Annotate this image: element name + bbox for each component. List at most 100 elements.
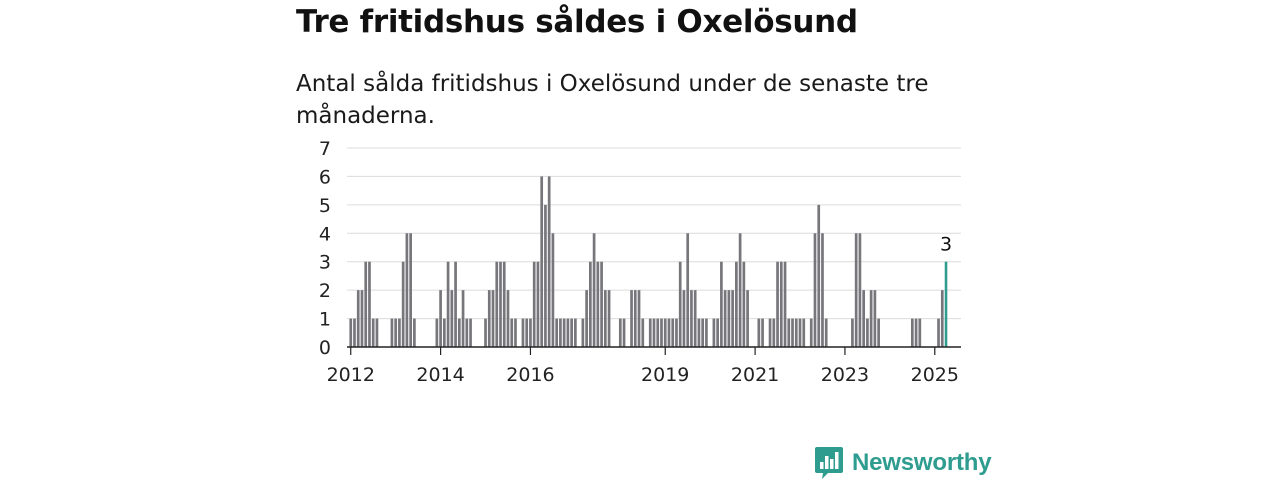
bar <box>783 261 787 347</box>
y-axis-tick-labels: 0 1 2 3 4 5 6 7 <box>319 138 331 359</box>
bar <box>648 318 652 347</box>
bar <box>738 233 742 347</box>
bar <box>817 204 821 347</box>
bar <box>712 318 716 347</box>
bar <box>727 290 731 347</box>
bar <box>559 318 562 347</box>
bar <box>768 318 772 347</box>
bar <box>540 176 544 347</box>
bar <box>858 233 862 347</box>
bar <box>742 261 746 347</box>
y-tick-label: 3 <box>319 252 331 274</box>
bar <box>851 318 854 347</box>
bar <box>401 261 405 347</box>
bar <box>469 318 472 347</box>
y-tick-label: 6 <box>319 166 331 188</box>
bar <box>918 318 922 347</box>
bar <box>877 318 880 347</box>
bar <box>495 261 499 347</box>
bar <box>398 318 401 347</box>
bar <box>607 290 611 347</box>
bar <box>682 290 686 347</box>
bar <box>461 290 465 347</box>
bar <box>353 318 356 347</box>
bar <box>723 290 727 347</box>
bar <box>514 318 517 347</box>
bar <box>581 318 585 347</box>
bar <box>547 176 551 347</box>
bar <box>663 318 667 347</box>
bar <box>618 318 622 347</box>
bar <box>457 318 461 347</box>
bar <box>731 290 734 347</box>
bar <box>491 290 495 347</box>
chart-title: Tre fritidshus såldes i Oxelösund <box>296 4 858 40</box>
x-tick-label: 2016 <box>506 364 554 386</box>
bar <box>349 318 353 347</box>
bar <box>454 261 457 347</box>
x-tick-label: 2019 <box>641 364 689 386</box>
bar <box>585 290 588 347</box>
bar <box>364 261 368 347</box>
bar <box>394 318 398 347</box>
bar <box>637 290 641 347</box>
bar <box>873 290 877 347</box>
bar <box>761 318 764 347</box>
bar <box>566 318 570 347</box>
bar <box>555 318 559 347</box>
bar <box>368 261 371 347</box>
bar <box>413 318 416 347</box>
bar <box>791 318 794 347</box>
bar <box>592 233 596 347</box>
brand-name: Newsworthy <box>852 449 992 476</box>
x-tick-label: 2021 <box>731 364 779 386</box>
x-tick-label: 2025 <box>911 364 959 386</box>
bar <box>630 290 633 347</box>
bar <box>652 318 656 347</box>
bar <box>697 318 701 347</box>
gridlines <box>347 147 961 320</box>
x-tick-label: 2023 <box>821 364 869 386</box>
y-tick-label: 0 <box>319 337 331 359</box>
annotations: 3 <box>940 234 952 256</box>
bar <box>914 318 918 347</box>
newsworthy-logo: Newsworthy <box>814 446 992 480</box>
bar <box>529 318 532 347</box>
latest-value-label: 3 <box>940 234 952 256</box>
bar <box>776 261 779 347</box>
bar <box>813 233 817 347</box>
bar <box>574 318 577 347</box>
bar <box>686 233 690 347</box>
bar <box>821 233 824 347</box>
bar <box>735 261 738 347</box>
bar <box>794 318 798 347</box>
y-tick-label: 2 <box>319 280 331 302</box>
bar <box>809 318 813 347</box>
bar <box>866 318 869 347</box>
bar <box>446 261 450 347</box>
bar <box>802 318 806 347</box>
bar <box>862 290 866 347</box>
y-tick-label: 4 <box>319 223 331 245</box>
bar <box>435 318 439 347</box>
bar <box>701 318 705 347</box>
bar <box>656 318 660 347</box>
bar <box>937 318 940 347</box>
bar <box>536 261 540 347</box>
bars <box>349 176 948 347</box>
bar <box>622 318 626 347</box>
y-tick-label: 7 <box>319 138 331 160</box>
bar <box>465 318 469 347</box>
bar <box>390 318 394 347</box>
bar <box>678 261 682 347</box>
bar <box>450 290 454 347</box>
bar <box>779 261 783 347</box>
bar <box>442 318 446 347</box>
bar <box>499 261 502 347</box>
bar <box>772 318 776 347</box>
bar <box>705 318 708 347</box>
x-tick-label: 2012 <box>327 364 375 386</box>
bar <box>371 318 375 347</box>
bar <box>570 318 573 347</box>
